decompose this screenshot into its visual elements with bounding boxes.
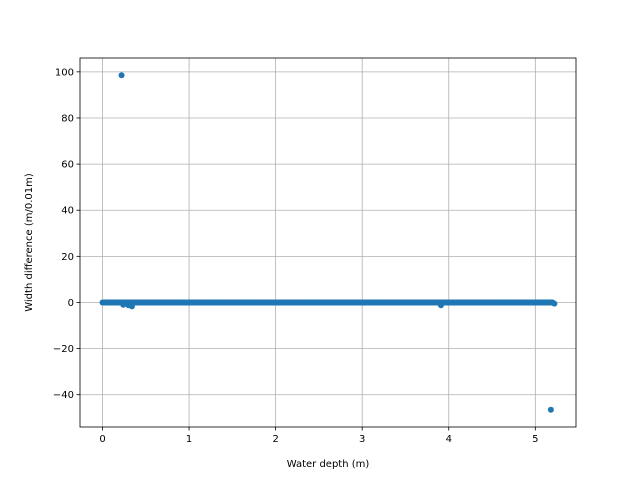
x-axis-label: Water depth (m) bbox=[287, 459, 370, 470]
y-tick-label: 60 bbox=[61, 160, 74, 171]
y-tick-label: 100 bbox=[55, 67, 74, 78]
data-point-outlier bbox=[547, 406, 554, 413]
x-tick-label: 5 bbox=[532, 434, 538, 445]
x-tick-label: 3 bbox=[359, 434, 365, 445]
data-point-outlier bbox=[118, 72, 125, 79]
data-points bbox=[99, 72, 558, 413]
data-point-outlier bbox=[551, 300, 558, 307]
x-tick-label: 2 bbox=[272, 434, 278, 445]
x-tick-label: 4 bbox=[446, 434, 452, 445]
y-tick-label: 0 bbox=[68, 298, 74, 309]
y-tick-label: 20 bbox=[61, 252, 74, 263]
data-point-outlier bbox=[120, 301, 127, 308]
x-tick-label: 1 bbox=[186, 434, 192, 445]
plot-frame bbox=[79, 57, 577, 428]
y-tick-label: −20 bbox=[53, 344, 74, 355]
y-axis-label: Width difference (m/0.01m) bbox=[24, 173, 35, 312]
y-tick-label: −40 bbox=[53, 390, 74, 401]
data-point-outlier bbox=[128, 303, 135, 310]
x-tick-label: 0 bbox=[99, 434, 105, 445]
data-point-outlier bbox=[437, 302, 444, 309]
axis-ticks: 0 1 2 3 4 5 −40 −20 0 20 40 60 80 100 bbox=[53, 67, 539, 445]
y-tick-label: 80 bbox=[61, 113, 74, 124]
y-tick-label: 40 bbox=[61, 206, 74, 217]
